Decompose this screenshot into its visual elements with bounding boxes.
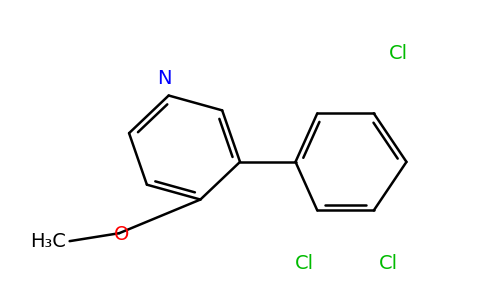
Text: N: N: [157, 69, 172, 88]
Text: O: O: [113, 225, 129, 244]
Text: Cl: Cl: [389, 44, 408, 63]
Text: H₃C: H₃C: [30, 232, 66, 250]
Text: Cl: Cl: [295, 254, 314, 273]
Text: Cl: Cl: [379, 254, 398, 273]
